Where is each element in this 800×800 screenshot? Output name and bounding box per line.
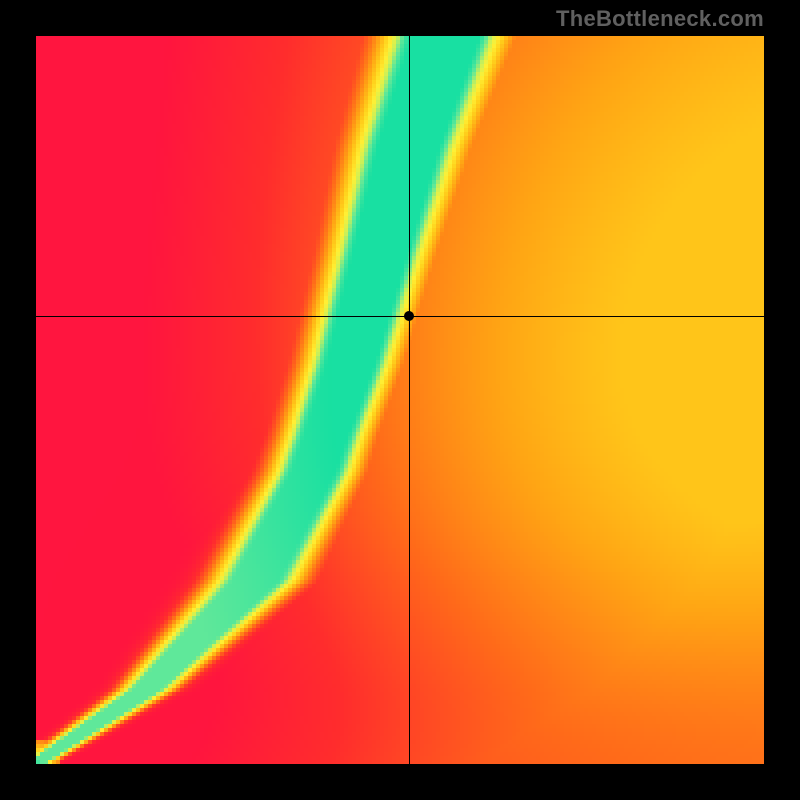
watermark-text: TheBottleneck.com	[556, 6, 764, 32]
crosshair-vertical	[409, 36, 410, 764]
chart-container: TheBottleneck.com	[0, 0, 800, 800]
crosshair-horizontal	[36, 316, 764, 317]
plot-area	[36, 36, 764, 764]
heatmap-canvas	[36, 36, 764, 764]
